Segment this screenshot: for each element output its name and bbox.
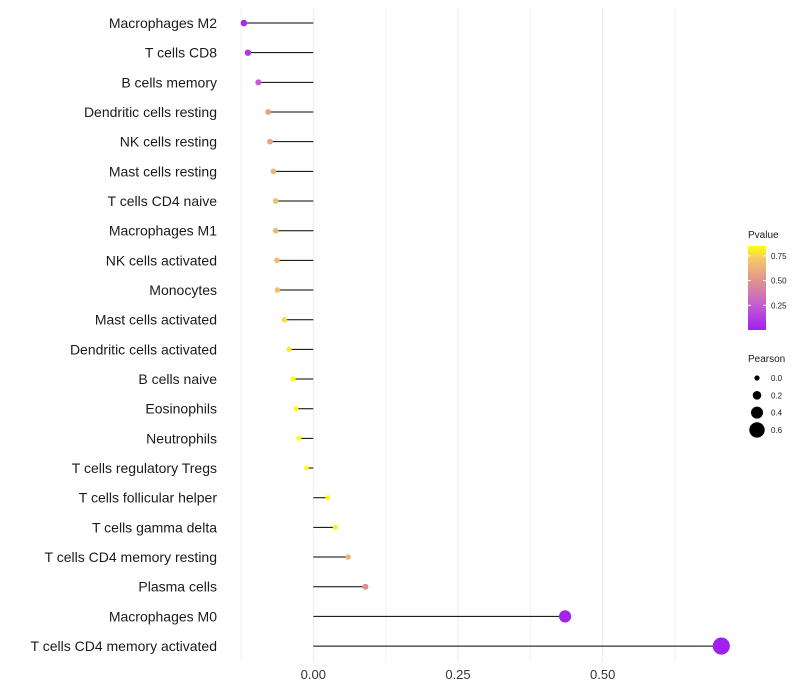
- pvalue-colorbar: [748, 246, 766, 330]
- pearson-key-dot: [752, 391, 762, 400]
- lollipop-point: [558, 610, 572, 623]
- pearson-legend: Pearson 0.0 0.2 0.4 0.6: [748, 354, 785, 438]
- category-label: Macrophages M1: [109, 223, 217, 239]
- category-label: T cells CD4 memory activated: [31, 638, 217, 654]
- x-axis-tick-labels: 0.00 0.25 0.50: [301, 667, 616, 682]
- lollipop-point: [274, 257, 280, 264]
- category-label: T cells regulatory Tregs: [72, 460, 217, 476]
- pearson-key-dot: [751, 406, 763, 419]
- lollipop-point: [286, 346, 292, 352]
- lollipop-point: [265, 109, 272, 115]
- lollipop-point: [255, 79, 262, 86]
- pearson-key-label: 0.4: [771, 409, 783, 418]
- pvalue-legend: Pvalue 0.25 0.50 0.75: [748, 230, 787, 330]
- category-label: Macrophages M0: [109, 608, 217, 624]
- category-label: T cells follicular helper: [79, 490, 218, 506]
- category-label: B cells naive: [138, 371, 217, 387]
- category-label: Dendritic cells resting: [84, 104, 217, 120]
- lollipop-point: [290, 376, 296, 382]
- lollipop-point: [325, 495, 331, 501]
- category-label: T cells gamma delta: [92, 519, 217, 535]
- category-label: T cells CD4 memory resting: [45, 549, 217, 565]
- pearson-key-label: 0.2: [771, 391, 783, 400]
- category-label: B cells memory: [121, 74, 217, 90]
- lollipop-point: [304, 465, 309, 471]
- pearson-legend-title: Pearson: [748, 354, 785, 365]
- lollipop-point: [712, 637, 730, 655]
- category-label: Neutrophils: [146, 430, 217, 446]
- x-tick-label: 0.00: [301, 667, 326, 682]
- lollipop-point: [270, 168, 277, 175]
- lollipop-point: [362, 583, 369, 590]
- category-label: T cells CD4 naive: [108, 193, 218, 209]
- lollipop-point: [267, 138, 273, 145]
- lollipop-point: [272, 198, 279, 204]
- colorbar-tick-label: 0.50: [771, 277, 787, 286]
- lollipop-points: [240, 19, 730, 655]
- pearson-key-label: 0.6: [771, 426, 783, 435]
- category-label: Plasma cells: [138, 579, 217, 595]
- lollipop-point: [332, 524, 338, 530]
- x-tick-label: 0.25: [445, 667, 470, 682]
- lollipop-point: [240, 19, 248, 27]
- colorbar-tick-label: 0.25: [771, 301, 787, 310]
- lollipop-point: [274, 287, 281, 293]
- x-tick-label: 0.50: [590, 667, 615, 682]
- pvalue-legend-title: Pvalue: [748, 230, 779, 241]
- pearson-key-dot: [754, 375, 760, 381]
- category-label: Eosinophils: [145, 401, 217, 417]
- lollipop-point: [345, 554, 351, 560]
- grid-lines: [240, 8, 676, 662]
- category-label: Mast cells resting: [109, 163, 217, 179]
- category-label: T cells CD8: [145, 45, 217, 61]
- category-label: NK cells activated: [106, 252, 217, 268]
- category-label: Mast cells activated: [95, 312, 217, 328]
- category-label: Monocytes: [149, 282, 217, 298]
- colorbar-tick-label: 0.75: [771, 252, 787, 261]
- category-labels: Macrophages M2 T cells CD8 B cells memory D…: [31, 15, 218, 654]
- category-label: NK cells resting: [120, 134, 217, 150]
- lollipop-point: [296, 435, 302, 441]
- lollipop-point: [281, 317, 288, 323]
- lollipop-point: [244, 49, 252, 56]
- pearson-key-label: 0.0: [771, 374, 783, 383]
- lollipop-point: [272, 227, 279, 234]
- category-label: Macrophages M2: [109, 15, 217, 31]
- category-label: Dendritic cells activated: [70, 341, 217, 357]
- pearson-key-dot: [749, 422, 765, 438]
- lollipop-point: [293, 406, 299, 412]
- lollipop-sticks: [243, 22, 722, 647]
